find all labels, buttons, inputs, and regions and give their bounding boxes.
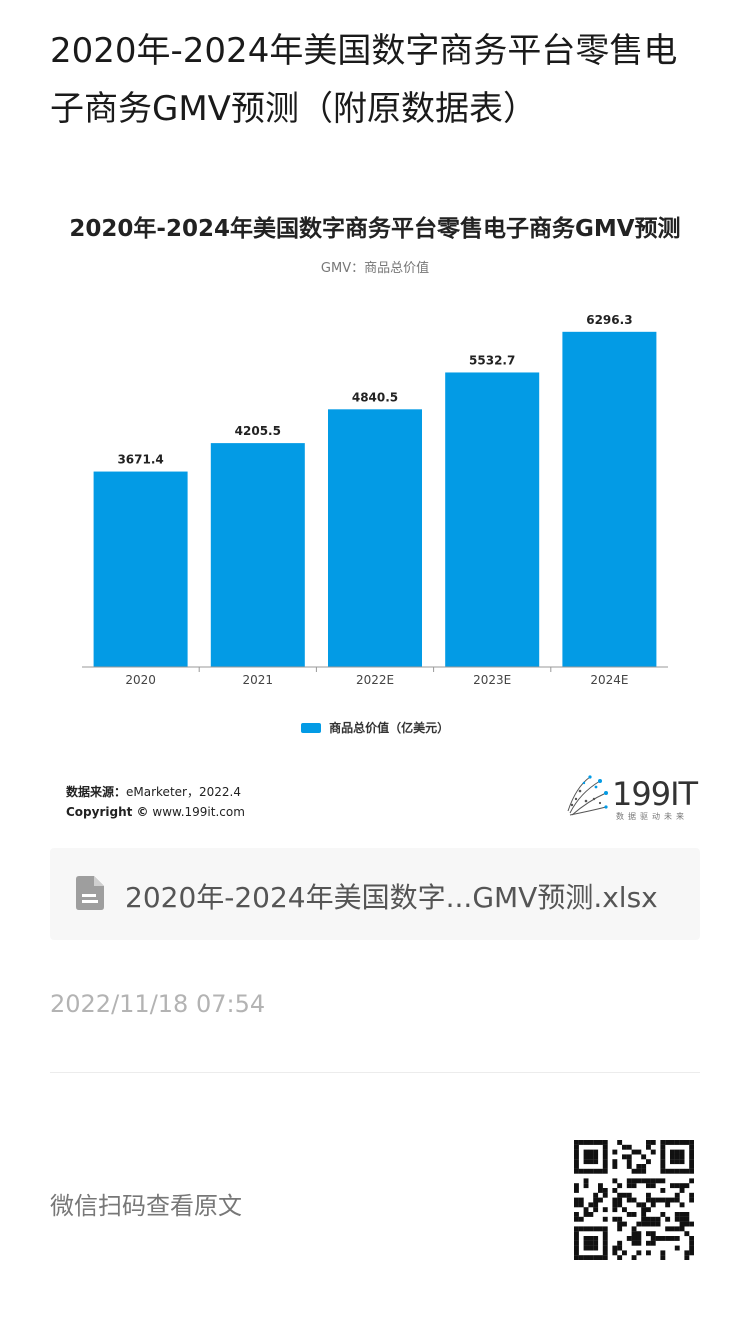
bar-2020	[93, 471, 188, 667]
data-source: 数据来源：eMarketer，2022.4 Copyright © www.19…	[66, 782, 245, 822]
brand-logo: 199IT 数据驱动未来	[560, 773, 700, 823]
data-label-2024E: 6296.3	[586, 313, 632, 327]
data-label-2020: 3671.4	[117, 453, 163, 467]
x-tick-label-2021: 2021	[243, 673, 274, 687]
divider	[50, 1072, 700, 1073]
logo-tagline: 数据驱动未来	[616, 812, 688, 821]
data-label-2022E: 4840.5	[352, 390, 398, 404]
qr-code-icon[interactable]	[574, 1140, 694, 1260]
x-tick-label-2024E: 2024E	[590, 673, 628, 687]
x-tick-label-2022E: 2022E	[356, 673, 394, 687]
bar-2022E	[328, 409, 422, 667]
source-label: 数据来源：	[66, 785, 127, 799]
page-title: 2020年-2024年美国数字商务平台零售电子商务GMV预测（附原数据表）	[50, 31, 678, 129]
legend-label: 商品总价值（亿美元）	[329, 721, 450, 735]
bar-chart: 3671.4 2020 4205.5 2021 4840.5 2022E 5532.7 202…	[82, 313, 668, 687]
bar-2021	[210, 443, 305, 667]
data-label-2023E: 5532.7	[469, 353, 515, 367]
chart-legend: 商品总价值（亿美元）	[50, 719, 700, 736]
bar-2024E	[562, 331, 657, 667]
chart-title: 2020年-2024年美国数字商务平台零售电子商务GMV预测	[69, 216, 681, 242]
logo-burst-icon	[567, 775, 608, 816]
copyright-value: www.199it.com	[152, 805, 245, 819]
chart-subtitle: GMV：商品总价值	[320, 261, 430, 276]
x-tick-label-2020: 2020	[125, 673, 156, 687]
chart-card: 2020年-2024年美国数字商务平台零售电子商务GMV预测 GMV：商品总价值…	[50, 195, 700, 835]
copyright-label: Copyright ©	[66, 805, 149, 819]
post-timestamp: 2022/11/18 07:54	[50, 990, 266, 1018]
file-attachment[interactable]: 2020年-2024年美国数字...GMV预测.xlsx	[50, 848, 700, 940]
file-name: 2020年-2024年美国数字...GMV预测.xlsx	[125, 881, 658, 914]
bar-2023E	[445, 372, 540, 667]
logo-text: 199IT	[612, 775, 698, 813]
source-value: eMarketer，2022.4	[126, 785, 241, 799]
x-tick-label-2023E: 2023E	[473, 673, 511, 687]
data-label-2021: 4205.5	[235, 424, 281, 438]
qr-label: 微信扫码查看原文	[50, 1192, 242, 1220]
file-icon	[76, 876, 104, 910]
legend-swatch	[300, 722, 321, 733]
